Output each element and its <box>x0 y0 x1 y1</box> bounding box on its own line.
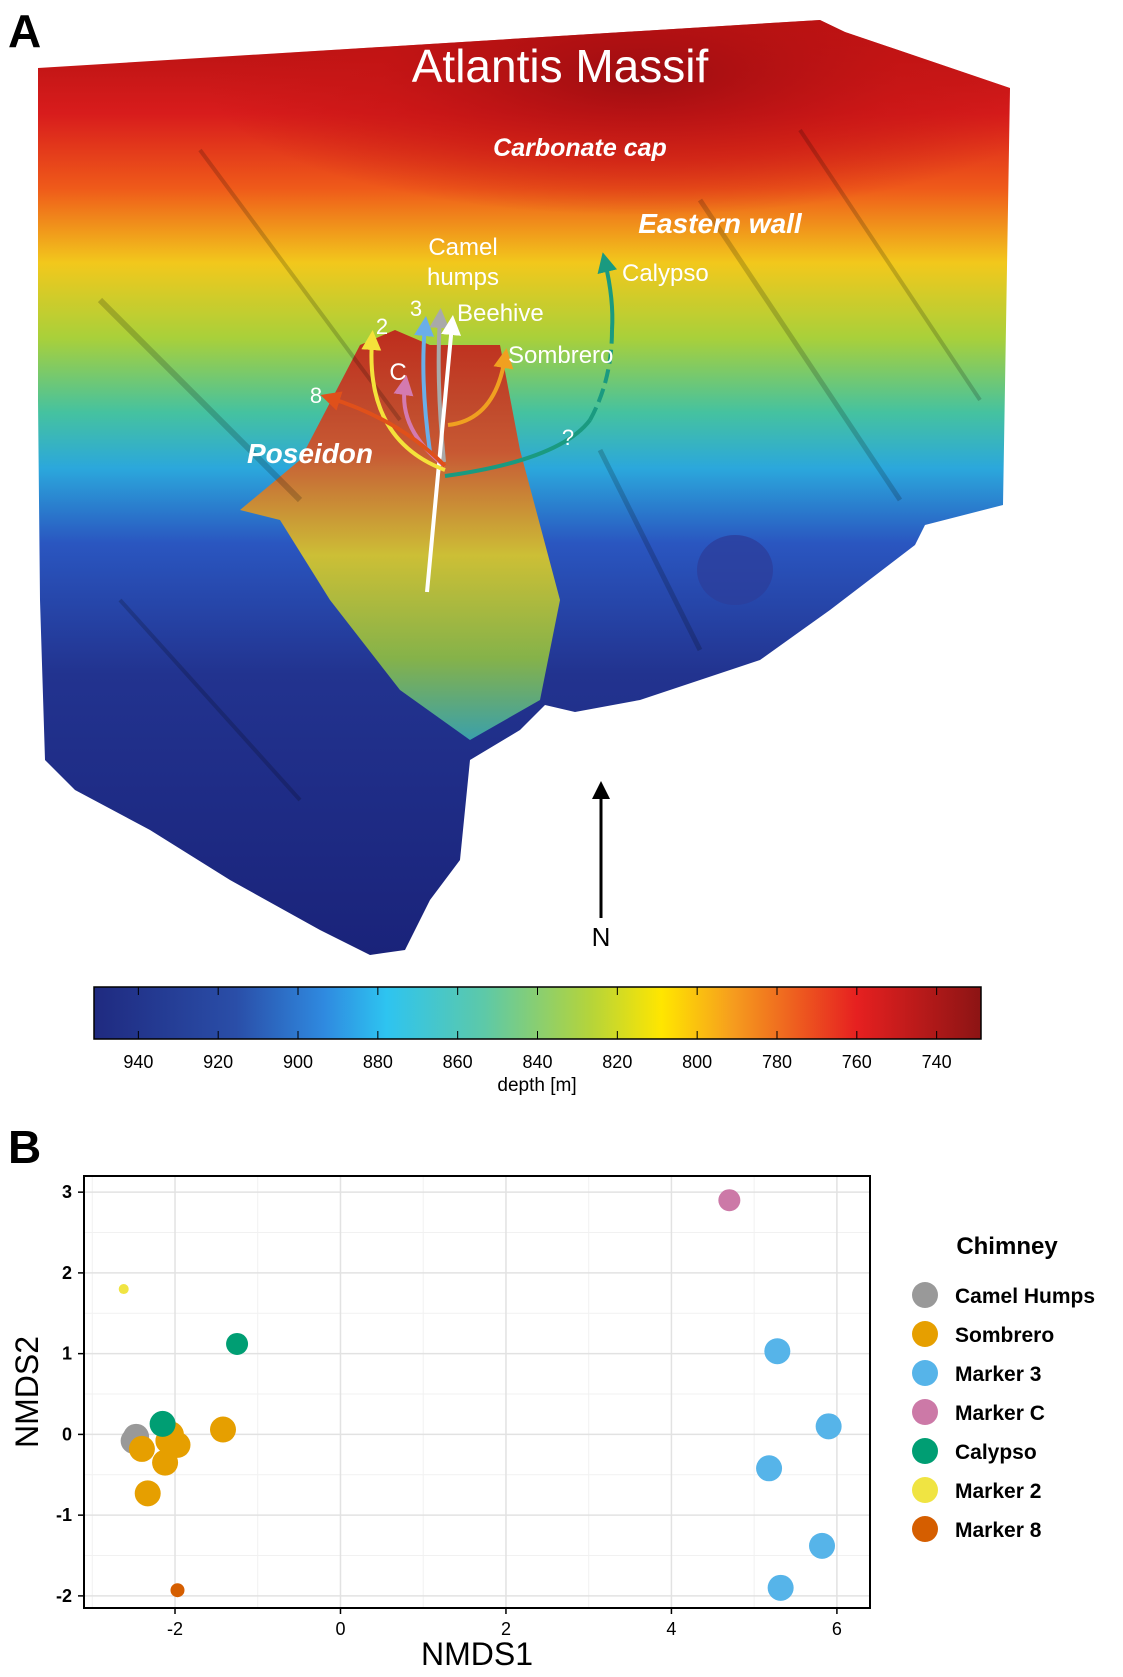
panel-a: A <box>8 5 1010 1096</box>
colorbar-tick-label: 880 <box>363 1052 393 1072</box>
legend-label: Camel Humps <box>955 1285 1095 1308</box>
legend-swatch <box>912 1321 938 1347</box>
arrow-calypso <box>444 418 592 478</box>
data-point <box>764 1338 791 1365</box>
legend-swatch <box>912 1360 938 1386</box>
colorbar-tick-label: 940 <box>123 1052 153 1072</box>
arrow-marker-8 <box>320 391 447 468</box>
data-point <box>756 1455 783 1482</box>
legend-title: Chimney <box>956 1233 1058 1260</box>
arrow-sombrero <box>447 348 514 427</box>
arrow-calypso-dashed <box>588 329 614 421</box>
data-point <box>134 1480 161 1507</box>
legend-label: Sombrero <box>955 1324 1054 1347</box>
site-marker-2: 2 <box>376 314 388 339</box>
legend-label: Marker 8 <box>955 1519 1042 1542</box>
massif-title: Atlantis Massif <box>412 40 709 92</box>
site-camel-line1: Camel <box>428 234 497 261</box>
legend: Chimney Camel Humps Sombrero Marker 3 Marke… <box>912 1233 1095 1542</box>
site-beehive: Beehive <box>457 300 544 327</box>
site-marker-3: 3 <box>410 296 422 321</box>
data-point <box>809 1532 836 1559</box>
legend-swatch <box>912 1438 938 1464</box>
legend-label: Marker 3 <box>955 1363 1041 1386</box>
site-camel-line2: humps <box>427 264 499 291</box>
carbonate-cap-label: Carbonate cap <box>493 134 667 162</box>
nmds-scatter-plot: -2 0 2 4 6 -2 -1 0 1 2 3 NMDS1 NMDS2 Chimney Camel… <box>9 1175 1095 1672</box>
colorbar-tick-label: 860 <box>443 1052 473 1072</box>
site-calypso: Calypso <box>622 260 709 287</box>
data-point <box>128 1435 155 1462</box>
y-tick-label: -1 <box>56 1505 72 1525</box>
legend-label: Marker C <box>955 1402 1045 1425</box>
colorbar-tick-label: 760 <box>842 1052 872 1072</box>
data-point <box>149 1410 176 1437</box>
y-tick-label: 0 <box>62 1424 72 1444</box>
data-point <box>170 1583 185 1598</box>
legend-label: Calypso <box>955 1441 1037 1464</box>
bathymetry-figure: Atlantis Massif Carbonate cap Eastern wa… <box>38 20 1010 1096</box>
data-point <box>718 1189 741 1212</box>
colorbar-tick-label: 900 <box>283 1052 313 1072</box>
arrow-calypso-head <box>597 252 618 331</box>
y-tick-label: 1 <box>62 1344 72 1364</box>
terrain-texture <box>97 128 982 802</box>
y-tick-label: 2 <box>62 1263 72 1283</box>
plot-grid <box>84 1176 870 1608</box>
data-point <box>815 1413 842 1440</box>
plot-ticks: -2 0 2 4 6 -2 -1 0 1 2 3 <box>56 1182 842 1639</box>
colorbar-tick-label: 740 <box>922 1052 952 1072</box>
data-point <box>118 1284 129 1295</box>
legend-swatch <box>912 1516 938 1542</box>
y-tick-label: 3 <box>62 1182 72 1202</box>
x-tick-label: 2 <box>501 1619 511 1639</box>
legend-swatch <box>912 1282 938 1308</box>
x-tick-label: 6 <box>832 1619 842 1639</box>
colorbar-ticks: 940 920 900 880 860 840 820 800 780 760 740 <box>123 987 952 1072</box>
data-point <box>767 1574 794 1601</box>
plot-frame <box>83 1175 871 1609</box>
site-sombrero: Sombrero <box>508 342 613 369</box>
colorbar-tick-label: 840 <box>522 1052 552 1072</box>
site-marker-8: 8 <box>310 383 322 408</box>
plot-points <box>118 1189 842 1601</box>
north-label: N <box>592 922 611 952</box>
eastern-wall-label: Eastern wall <box>638 208 803 239</box>
panel-a-letter: A <box>8 5 42 57</box>
seamount <box>697 535 773 605</box>
legend-swatch <box>912 1477 938 1503</box>
x-tick-label: -2 <box>167 1619 183 1639</box>
panel-b-letter: B <box>8 1121 42 1173</box>
colorbar-tick-label: 920 <box>203 1052 233 1072</box>
y-axis-label: NMDS2 <box>9 1336 45 1448</box>
data-point <box>209 1416 236 1443</box>
panel-b: B -2 0 2 4 6 -2 -1 0 1 2 3 NMDS1 NMDS2 Chimney Cam… <box>0 1110 1123 1672</box>
colorbar-tick-label: 780 <box>762 1052 792 1072</box>
data-point <box>226 1332 249 1355</box>
colorbar-tick-label: 800 <box>682 1052 712 1072</box>
x-axis-label: NMDS1 <box>421 1636 533 1672</box>
carbonate-cap-shading <box>38 20 1010 330</box>
colorbar-label: depth [m] <box>497 1075 576 1096</box>
depth-colorbar <box>93 986 982 1040</box>
colorbar-tick-label: 820 <box>602 1052 632 1072</box>
legend-label: Marker 2 <box>955 1480 1041 1503</box>
site-marker-c: C <box>389 359 406 386</box>
legend-swatch <box>912 1399 938 1425</box>
question-mark: ? <box>562 425 574 450</box>
x-tick-label: 4 <box>666 1619 676 1639</box>
poseidon-ridge <box>240 330 560 740</box>
x-tick-label: 0 <box>335 1619 345 1639</box>
arrow-marker-3 <box>414 316 435 453</box>
poseidon-label: Poseidon <box>247 438 373 469</box>
y-tick-label: -2 <box>56 1586 72 1606</box>
